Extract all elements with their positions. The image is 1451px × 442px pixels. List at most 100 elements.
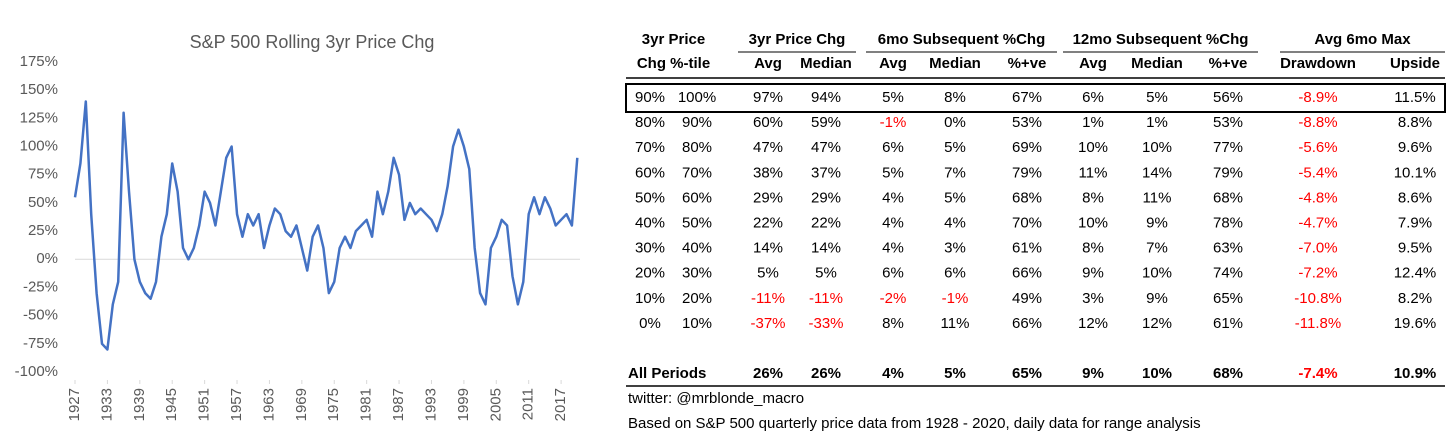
table-cell: -11% (751, 290, 785, 307)
table-cell: 5% (882, 89, 904, 106)
table-cell: 53% (1012, 114, 1042, 131)
x-tick-label: 2005 (487, 388, 504, 421)
table-cell: 38% (753, 164, 783, 181)
y-tick-label: -100% (15, 363, 58, 380)
table-cell: 9% (1146, 214, 1168, 231)
table-cell: 0% (944, 114, 966, 131)
y-tick-label: 0% (36, 250, 58, 267)
table-cell: 56% (1213, 89, 1243, 106)
table-cell: 11% (1079, 164, 1108, 181)
x-tick-label: 1939 (131, 388, 148, 421)
table-header: Chg %-tile (637, 55, 710, 72)
table-cell: 11% (941, 315, 970, 332)
table-cell: 3% (1082, 290, 1104, 307)
total-cell: 65% (1012, 365, 1042, 382)
note: Based on S&P 500 quarterly price data fr… (628, 415, 1201, 432)
table-cell: -33% (808, 315, 843, 332)
table-cell: -8.8% (1298, 114, 1337, 131)
chart-title: S&P 500 Rolling 3yr Price Chg (190, 32, 435, 52)
y-tick-label: 50% (28, 194, 58, 211)
table-cell: 61% (1012, 240, 1042, 257)
table-cell: 8% (1082, 189, 1104, 206)
highlight-box (625, 83, 1446, 113)
table-cell: 8% (1082, 240, 1104, 257)
line-series (73, 100, 579, 351)
table-cell: 5% (944, 139, 966, 156)
table-cell: 19.6% (1394, 315, 1437, 332)
table-cell: 1% (1082, 114, 1104, 131)
table-cell: 8.6% (1398, 189, 1432, 206)
table-cell: 80% (682, 139, 712, 156)
x-tick-label: 1963 (260, 388, 277, 421)
table-cell: -5.6% (1298, 139, 1337, 156)
table-cell: 10% (1142, 265, 1172, 282)
table-cell: -5.4% (1298, 164, 1337, 181)
table-cell: -11% (809, 290, 843, 307)
table-cell: 53% (1213, 114, 1243, 131)
x-tick-label: 1945 (163, 388, 180, 421)
sub-header: Avg (879, 55, 907, 72)
table-cell: 61% (1213, 315, 1243, 332)
table-cell: 12% (1142, 315, 1172, 332)
table-cell: 67% (1012, 89, 1042, 106)
total-label: All Periods (628, 365, 706, 382)
table-cell: 6% (1082, 89, 1104, 106)
table-cell: 4% (882, 240, 904, 257)
table-cell: 60% (753, 114, 783, 131)
table-cell: 9.6% (1398, 139, 1432, 156)
x-tick-label: 1969 (293, 388, 310, 421)
total-cell: 68% (1213, 365, 1243, 382)
table-cell: 10% (1078, 214, 1108, 231)
table-cell: -8.9% (1298, 89, 1337, 106)
table-cell: 14% (1142, 164, 1172, 181)
sub-header: Avg (1079, 55, 1107, 72)
table-cell: 49% (1012, 290, 1042, 307)
table-cell: -11.8% (1295, 315, 1341, 332)
table-cell: 8.2% (1398, 290, 1432, 307)
table-cell: 7% (1146, 240, 1168, 257)
table-cell: 0% (639, 315, 661, 332)
table-cell: 7% (944, 164, 966, 181)
table-cell: -1% (942, 290, 969, 307)
table-cell: 20% (682, 290, 712, 307)
table-cell: 10.1% (1394, 164, 1437, 181)
y-tick-label: 150% (20, 81, 58, 98)
group-header: 3yr Price Chg (749, 31, 846, 48)
group-header: 12mo Subsequent %Chg (1073, 31, 1249, 48)
sub-header: Avg (754, 55, 782, 72)
table-cell: -10.8% (1294, 290, 1342, 307)
sub-header: %+ve (1008, 55, 1047, 72)
total-cell: 5% (944, 365, 966, 382)
sub-header: Median (800, 55, 852, 72)
table-cell: 6% (882, 265, 904, 282)
x-tick-label: 1993 (422, 388, 439, 421)
table-cell: 40% (635, 214, 665, 231)
sub-header: %+ve (1209, 55, 1248, 72)
table-cell: 5% (815, 265, 837, 282)
table-header: 3yr Price (642, 31, 705, 48)
table-cell: 90% (682, 114, 712, 131)
y-tick-label: 125% (20, 109, 58, 126)
table-cell: 77% (1213, 139, 1243, 156)
table-cell: -4.7% (1298, 214, 1337, 231)
table-cell: 8.8% (1398, 114, 1432, 131)
x-tick-label: 1981 (358, 388, 375, 421)
table-cell: -37% (750, 315, 785, 332)
table-cell: 60% (635, 164, 665, 181)
table-cell: 10% (1142, 139, 1172, 156)
table-cell: -7.0% (1298, 240, 1337, 257)
x-tick-label: 1999 (455, 388, 472, 421)
table-cell: 12% (1078, 315, 1108, 332)
table-cell: 94% (811, 89, 841, 106)
table-cell: 80% (635, 114, 665, 131)
table-cell: 69% (1012, 139, 1042, 156)
table-cell: 66% (1012, 265, 1042, 282)
table-cell: 12.4% (1394, 265, 1437, 282)
table-cell: 79% (1012, 164, 1042, 181)
y-tick-label: 100% (20, 138, 58, 155)
table-cell: 47% (811, 139, 841, 156)
table-cell: 8% (882, 315, 904, 332)
x-tick-label: 2017 (552, 388, 569, 421)
group-header: Avg 6mo Max (1314, 31, 1411, 48)
